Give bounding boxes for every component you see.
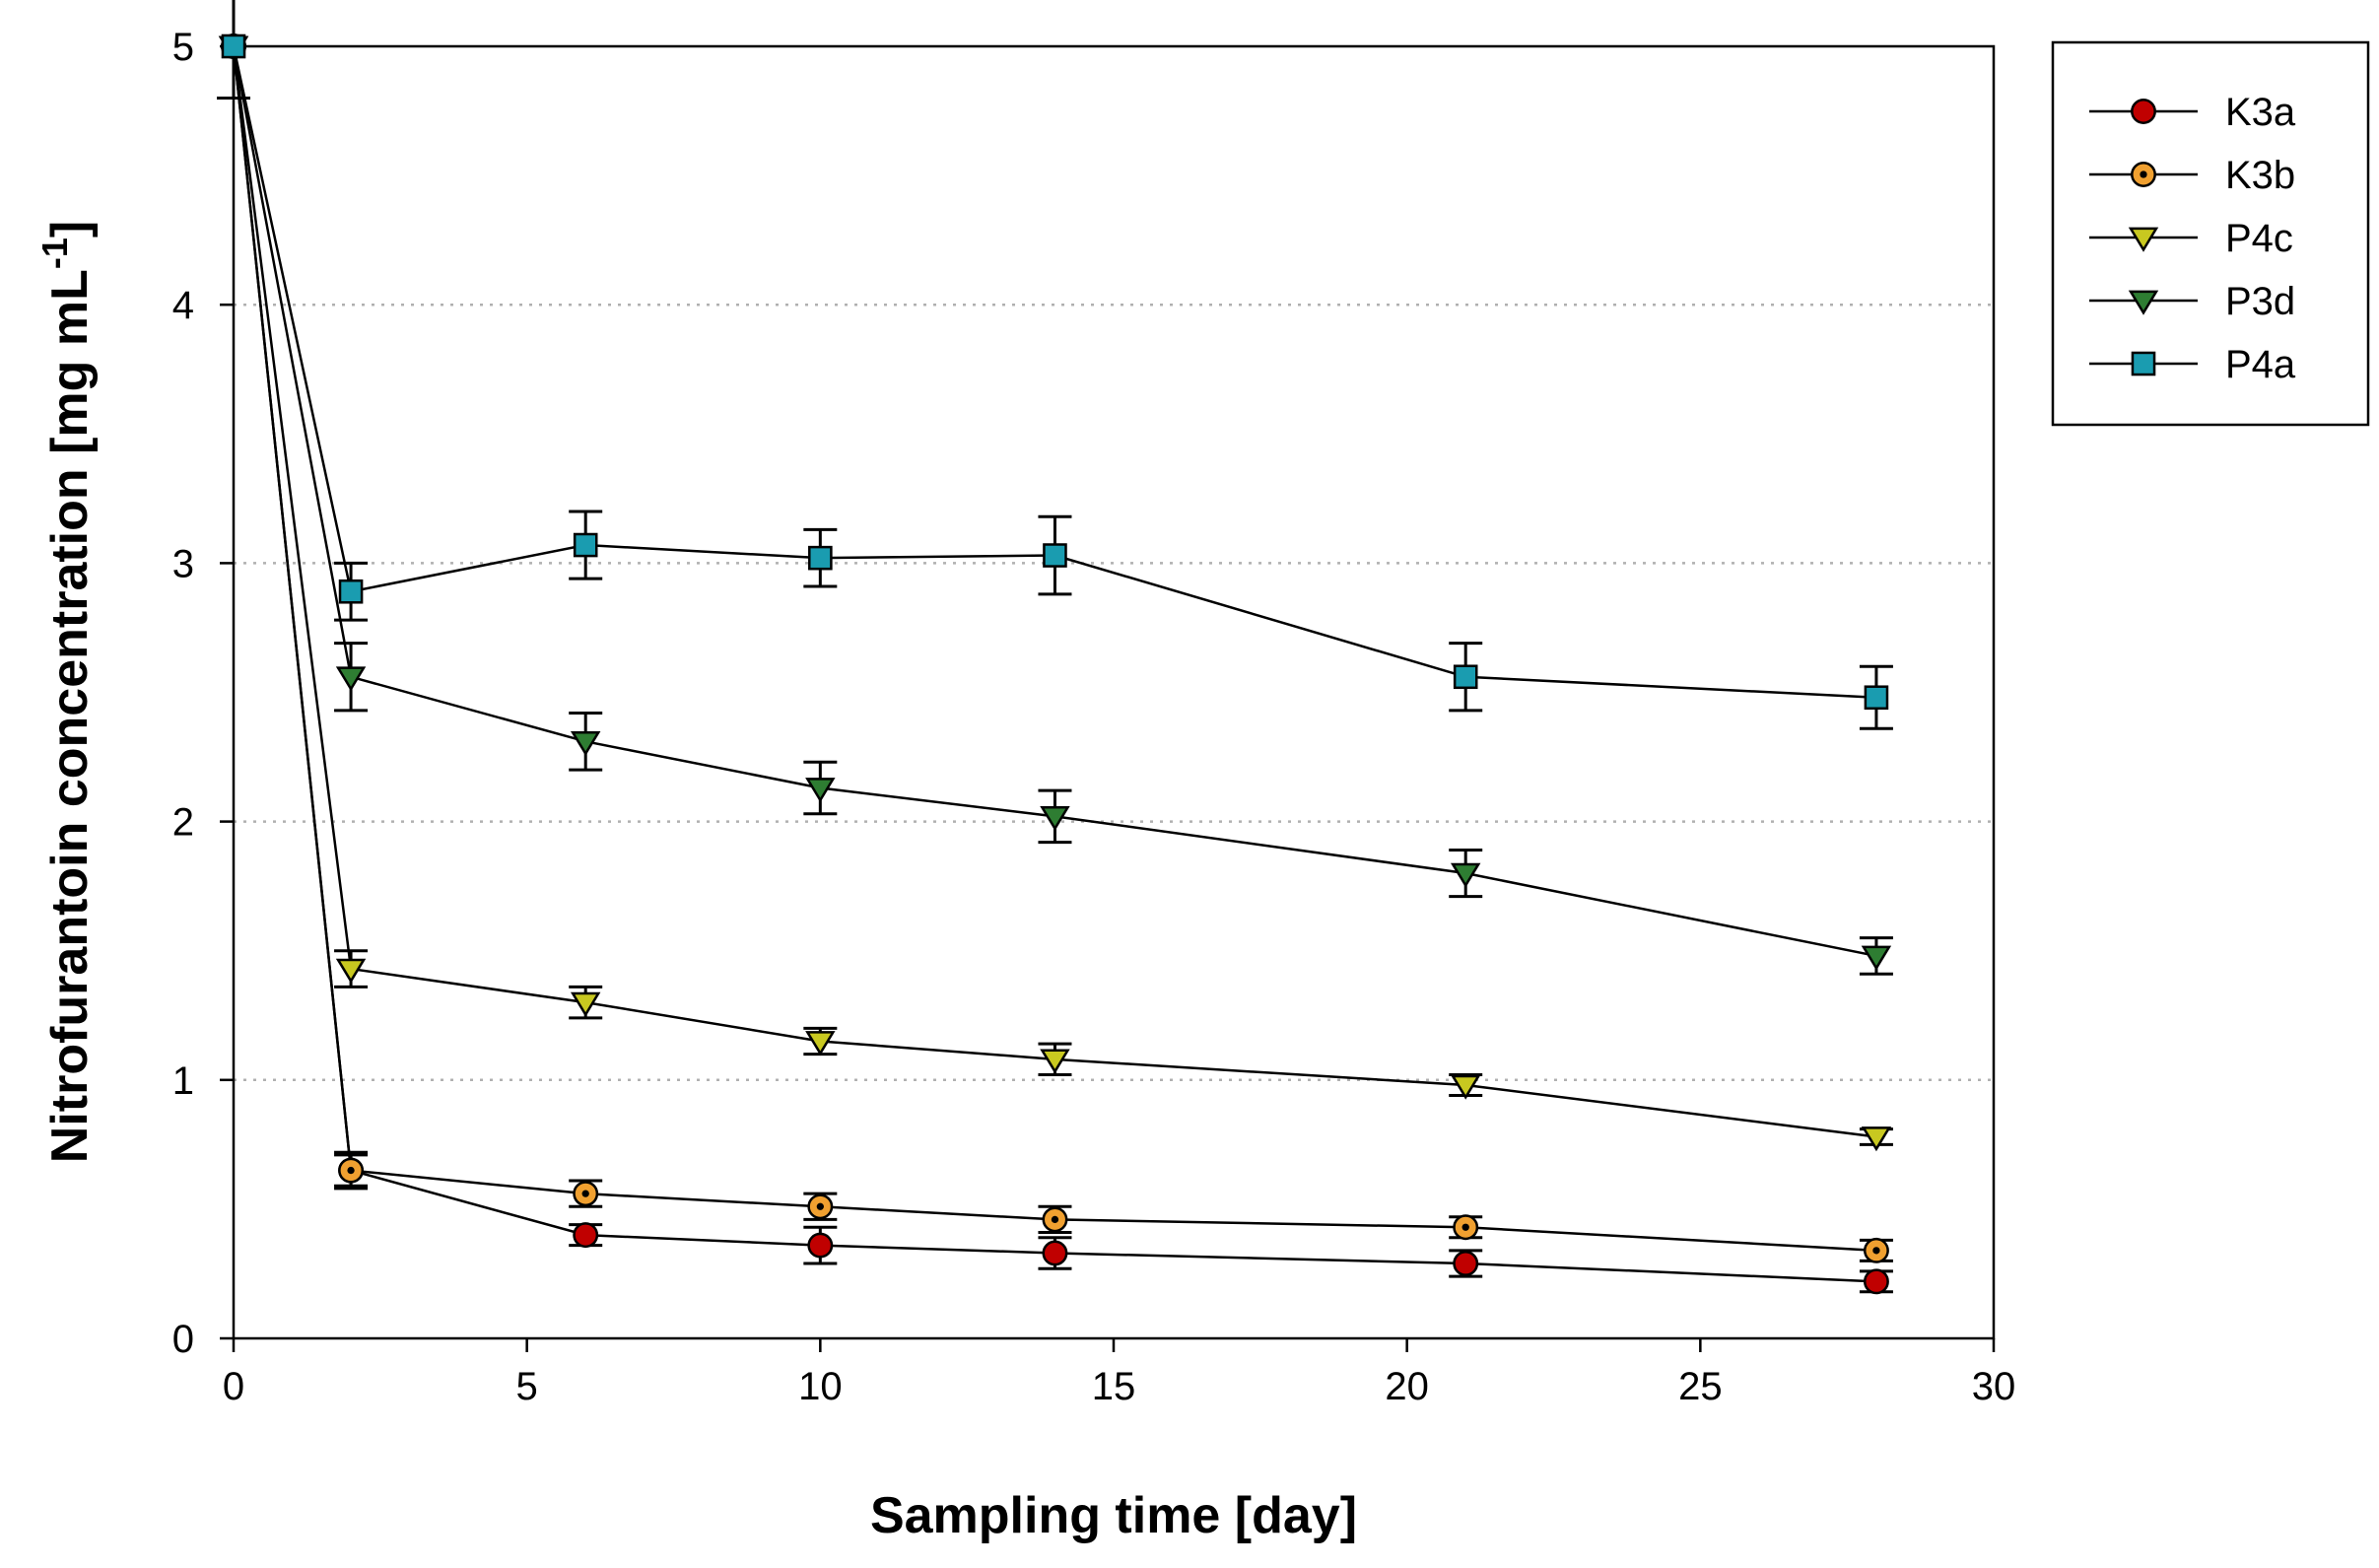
y-axis-title-main: Nitrofurantoin concentration [mg mL xyxy=(41,269,99,1163)
data-point xyxy=(1861,945,1892,971)
data-point xyxy=(1042,1240,1068,1266)
x-tick-label: 20 xyxy=(1385,1365,1429,1408)
y-axis-title-sup: -1 xyxy=(34,238,75,269)
legend-item-K3a: K3a xyxy=(2089,91,2296,134)
data-point-dot xyxy=(1461,1223,1469,1231)
x-tick-label: 0 xyxy=(223,1365,244,1408)
y-tick-label: 1 xyxy=(172,1059,194,1103)
data-point xyxy=(805,778,836,803)
series-line xyxy=(232,45,1876,699)
data-point xyxy=(805,1031,836,1057)
data-point xyxy=(1040,1049,1070,1074)
data-point xyxy=(808,545,833,571)
data-point xyxy=(573,1222,599,1249)
legend-label: K3a xyxy=(2225,91,2296,134)
data-point xyxy=(573,532,598,558)
legend-marker xyxy=(2128,290,2159,315)
data-point-dot xyxy=(1872,1247,1880,1255)
y-axis-title-end: ] xyxy=(41,221,99,238)
y-tick-label: 4 xyxy=(172,284,194,327)
y-tick-label: 2 xyxy=(172,801,194,845)
x-tick-label: 25 xyxy=(1678,1365,1723,1408)
data-point-dot xyxy=(1051,1215,1059,1224)
legend-label: P3d xyxy=(2225,280,2295,323)
series-P4a xyxy=(217,0,1893,730)
data-point-dot xyxy=(816,1202,824,1210)
legend: K3a K3b P4c P3d P4a xyxy=(2051,40,2370,427)
data-point xyxy=(1450,862,1481,888)
x-tick-label: 30 xyxy=(1972,1365,2016,1408)
data-point xyxy=(335,958,367,984)
series-layer xyxy=(217,0,1893,1295)
legend-label: P4c xyxy=(2225,217,2293,260)
x-tick-label: 5 xyxy=(516,1365,538,1408)
data-point xyxy=(1043,543,1067,568)
series-K3a xyxy=(217,0,1893,1295)
y-tick-label: 5 xyxy=(172,26,194,69)
data-point xyxy=(570,991,601,1017)
x-tick-label: 10 xyxy=(798,1365,843,1408)
legend-item-P4a: P4a xyxy=(2089,343,2296,386)
data-point xyxy=(1040,806,1070,832)
legend-marker-dot xyxy=(2140,170,2147,178)
legend-label: K3b xyxy=(2225,154,2295,197)
grid xyxy=(234,303,1994,1082)
data-point xyxy=(570,730,601,757)
y-axis-title: Nitrofurantoin concentration [mg mL-1] xyxy=(34,221,100,1163)
y-tick-label: 3 xyxy=(172,542,194,585)
legend-item-P3d: P3d xyxy=(2089,280,2295,323)
data-point xyxy=(1453,1251,1479,1276)
x-axis-title: Sampling time [day] xyxy=(870,1487,1357,1544)
data-point xyxy=(807,1232,834,1259)
legend-label: P4a xyxy=(2225,343,2296,386)
data-point xyxy=(1864,685,1889,711)
data-point xyxy=(1450,1074,1481,1100)
data-point xyxy=(1861,1126,1892,1152)
axis-ticks: 0 5 10 15 20 25 30 0 1 2 3 4 5 xyxy=(172,26,2016,1408)
plot-area xyxy=(232,44,1996,1340)
data-point xyxy=(338,579,364,604)
y-tick-label: 0 xyxy=(172,1318,194,1361)
data-point xyxy=(221,34,246,59)
data-point xyxy=(335,666,367,692)
data-point xyxy=(1453,664,1478,690)
legend-marker xyxy=(2128,227,2159,252)
data-point-dot xyxy=(581,1190,589,1197)
series-K3b xyxy=(217,0,1893,1263)
legend-item-P4c: P4c xyxy=(2089,217,2293,260)
x-tick-label: 15 xyxy=(1092,1365,1136,1408)
legend-marker xyxy=(2131,99,2156,124)
data-point-dot xyxy=(347,1166,355,1175)
legend-box xyxy=(2051,40,2370,427)
data-point xyxy=(1863,1268,1889,1295)
legend-item-K3b: K3b xyxy=(2089,154,2295,197)
legend-marker xyxy=(2131,351,2156,376)
series-line xyxy=(232,45,1876,1283)
series-P3d xyxy=(217,0,1893,976)
